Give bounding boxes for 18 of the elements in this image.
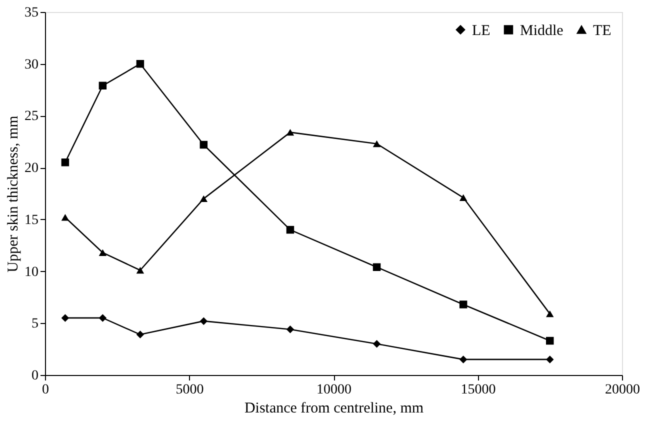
y-tick-label: 35 xyxy=(24,6,38,20)
y-tick-label: 0 xyxy=(32,368,38,384)
legend-label: Middle xyxy=(520,22,564,39)
x-tick-label: 10000 xyxy=(316,382,352,398)
y-tick-label: 15 xyxy=(24,212,38,228)
y-tick-label: 20 xyxy=(24,161,38,176)
legend-label: LE xyxy=(472,22,490,39)
x-tick-label: 20000 xyxy=(605,382,640,398)
y-tick-label: 5 xyxy=(32,316,38,332)
y-tick-label: 10 xyxy=(24,264,38,280)
x-axis-title: Distance from centreline, mm xyxy=(244,400,424,416)
y-tick-label: 25 xyxy=(24,109,38,124)
x-tick-label: 0 xyxy=(42,382,49,398)
y-axis-title: Upper skin thickness, mm xyxy=(6,115,22,272)
legend-label: TE xyxy=(593,22,612,39)
x-tick-label: 5000 xyxy=(176,382,204,398)
x-tick-label: 15000 xyxy=(460,382,496,398)
y-tick-label: 30 xyxy=(24,57,38,72)
